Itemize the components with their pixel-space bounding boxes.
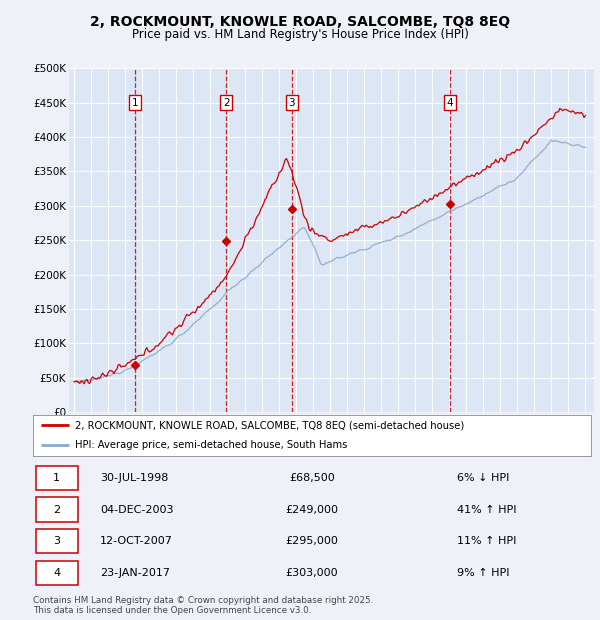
- Text: HPI: Average price, semi-detached house, South Hams: HPI: Average price, semi-detached house,…: [75, 440, 347, 450]
- Text: 3: 3: [289, 97, 295, 108]
- Text: 3: 3: [53, 536, 60, 546]
- Text: Price paid vs. HM Land Registry's House Price Index (HPI): Price paid vs. HM Land Registry's House …: [131, 28, 469, 41]
- FancyBboxPatch shape: [36, 529, 77, 554]
- Text: 6% ↓ HPI: 6% ↓ HPI: [457, 473, 509, 483]
- Text: 4: 4: [447, 97, 454, 108]
- Text: 23-JAN-2017: 23-JAN-2017: [100, 568, 170, 578]
- Text: 1: 1: [132, 97, 139, 108]
- Text: 41% ↑ HPI: 41% ↑ HPI: [457, 505, 517, 515]
- Text: 2: 2: [223, 97, 229, 108]
- Text: 2, ROCKMOUNT, KNOWLE ROAD, SALCOMBE, TQ8 8EQ: 2, ROCKMOUNT, KNOWLE ROAD, SALCOMBE, TQ8…: [90, 16, 510, 30]
- Text: 2, ROCKMOUNT, KNOWLE ROAD, SALCOMBE, TQ8 8EQ (semi-detached house): 2, ROCKMOUNT, KNOWLE ROAD, SALCOMBE, TQ8…: [75, 420, 464, 430]
- Text: 04-DEC-2003: 04-DEC-2003: [100, 505, 173, 515]
- Text: Contains HM Land Registry data © Crown copyright and database right 2025.
This d: Contains HM Land Registry data © Crown c…: [33, 596, 373, 615]
- FancyBboxPatch shape: [36, 497, 77, 521]
- Text: £68,500: £68,500: [289, 473, 335, 483]
- Text: 4: 4: [53, 568, 60, 578]
- Text: 12-OCT-2007: 12-OCT-2007: [100, 536, 173, 546]
- Text: 9% ↑ HPI: 9% ↑ HPI: [457, 568, 509, 578]
- FancyBboxPatch shape: [36, 561, 77, 585]
- Text: 30-JUL-1998: 30-JUL-1998: [100, 473, 169, 483]
- Text: £295,000: £295,000: [286, 536, 338, 546]
- Text: £303,000: £303,000: [286, 568, 338, 578]
- Text: 1: 1: [53, 473, 60, 483]
- Text: 11% ↑ HPI: 11% ↑ HPI: [457, 536, 517, 546]
- FancyBboxPatch shape: [36, 466, 77, 490]
- Text: 2: 2: [53, 505, 60, 515]
- Text: £249,000: £249,000: [286, 505, 338, 515]
